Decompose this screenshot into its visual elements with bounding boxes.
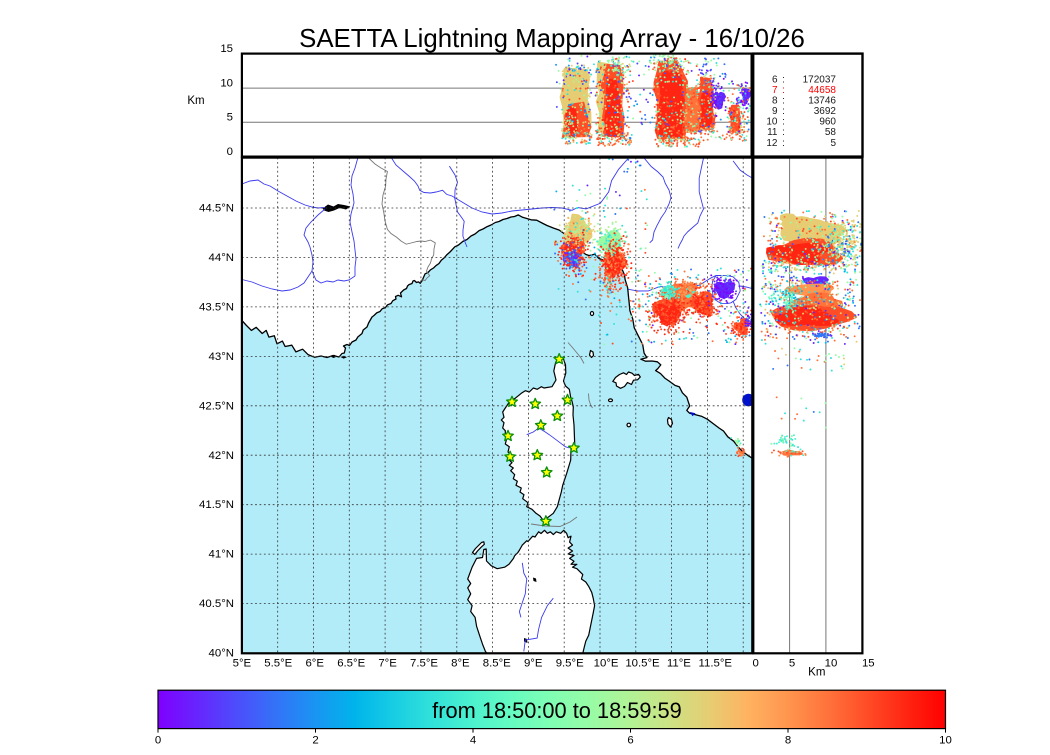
svg-text:960: 960 [819, 117, 836, 128]
svg-text:172037: 172037 [803, 75, 837, 86]
svg-text::: : [782, 75, 785, 86]
svg-text:10: 10 [825, 658, 838, 670]
svg-text:from 18:50:00 to 18:59:59: from 18:50:00 to 18:59:59 [432, 698, 682, 723]
svg-text:6: 6 [627, 735, 633, 747]
svg-text:7: 7 [772, 85, 778, 96]
svg-text:6: 6 [772, 75, 778, 86]
svg-text:40°N: 40°N [209, 648, 234, 660]
svg-text:6.5°E: 6.5°E [337, 658, 365, 670]
svg-text:11°E: 11°E [667, 658, 691, 670]
svg-text:42°N: 42°N [209, 450, 234, 462]
svg-text:5.5°E: 5.5°E [264, 658, 292, 670]
svg-text:3692: 3692 [814, 106, 837, 117]
svg-text:9°E: 9°E [524, 658, 543, 670]
svg-text::: : [782, 106, 785, 117]
svg-text:12: 12 [766, 138, 778, 149]
svg-text:Km: Km [187, 95, 204, 107]
svg-text:7°E: 7°E [378, 658, 397, 670]
svg-text:0: 0 [753, 658, 759, 670]
svg-text:44.5°N: 44.5°N [199, 203, 234, 215]
svg-text:4: 4 [470, 735, 476, 747]
svg-text:Km: Km [808, 667, 825, 679]
svg-text:15: 15 [220, 43, 233, 55]
svg-text::: : [782, 85, 785, 96]
svg-text:15: 15 [862, 658, 875, 670]
svg-text:10: 10 [766, 117, 778, 128]
svg-text:43°N: 43°N [209, 351, 234, 363]
svg-text:10: 10 [220, 77, 233, 89]
svg-text:0: 0 [155, 735, 161, 747]
svg-text:41.5°N: 41.5°N [199, 499, 234, 511]
svg-text:40.5°N: 40.5°N [199, 598, 234, 610]
svg-text:10: 10 [939, 735, 952, 747]
svg-text:41°N: 41°N [209, 549, 234, 561]
svg-text:44°N: 44°N [209, 252, 234, 264]
svg-text:11.5°E: 11.5°E [699, 658, 733, 670]
svg-text:43.5°N: 43.5°N [199, 301, 234, 313]
svg-text:5: 5 [830, 138, 836, 149]
svg-text:9: 9 [772, 106, 778, 117]
svg-text:11: 11 [767, 127, 778, 138]
svg-text:58: 58 [825, 127, 837, 138]
svg-text:5°E: 5°E [233, 658, 252, 670]
svg-text:5: 5 [227, 112, 233, 124]
svg-text::: : [782, 96, 785, 107]
svg-text:8: 8 [785, 735, 791, 747]
svg-text:44658: 44658 [808, 85, 836, 96]
svg-text:5: 5 [789, 658, 795, 670]
svg-text:9.5°E: 9.5°E [556, 658, 584, 670]
svg-text:7.5°E: 7.5°E [410, 658, 438, 670]
svg-text:0: 0 [227, 146, 233, 158]
svg-text:13746: 13746 [808, 96, 836, 107]
svg-text:8.5°E: 8.5°E [483, 658, 511, 670]
svg-text:8°E: 8°E [451, 658, 470, 670]
svg-text:2: 2 [312, 735, 318, 747]
svg-text:42.5°N: 42.5°N [199, 400, 234, 412]
svg-text:8: 8 [772, 96, 778, 107]
svg-text::: : [782, 138, 785, 149]
svg-text:SAETTA Lightning Mapping Array: SAETTA Lightning Mapping Array - 16/10/2… [299, 25, 805, 53]
svg-text:10°E: 10°E [594, 658, 619, 670]
svg-text::: : [782, 127, 785, 138]
svg-text:6°E: 6°E [305, 658, 324, 670]
svg-text::: : [782, 117, 785, 128]
svg-text:10.5°E: 10.5°E [625, 658, 660, 670]
